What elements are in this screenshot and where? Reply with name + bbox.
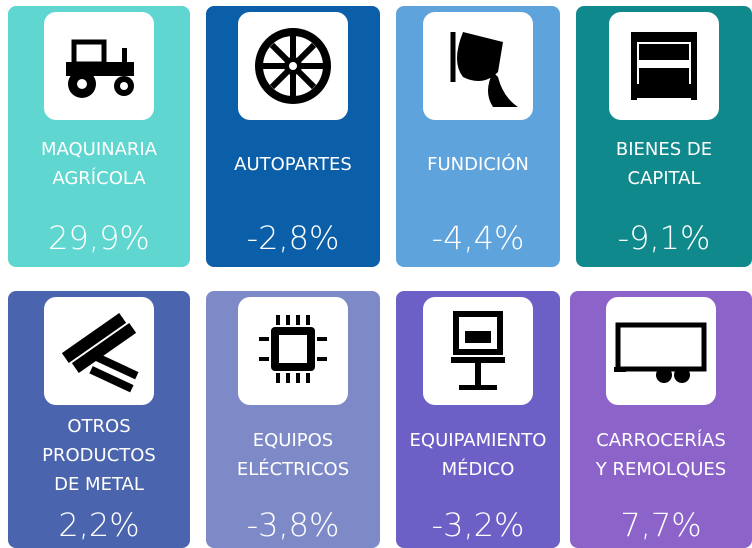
icon <box>238 297 348 405</box>
icon <box>44 297 154 405</box>
tile-value: -9,1% <box>617 219 711 257</box>
tile: FUNDICIÓN -4,4% <box>396 6 560 267</box>
tile: AUTOPARTES -2,8% <box>206 6 380 267</box>
tile-value: -2,8% <box>246 219 340 257</box>
tile: EQUIPOS ELÉCTRICOS -3,8% <box>206 291 380 548</box>
label-line: DE METAL <box>54 473 144 495</box>
label-line: PRODUCTOS <box>42 444 156 466</box>
label-line: MÉDICO <box>441 459 515 480</box>
tile-value: 29,9% <box>48 219 150 257</box>
icon-graphic <box>614 322 707 383</box>
icon-graphic <box>631 32 697 100</box>
tile: OTROS PRODUCTOS DE METAL 2,2% <box>8 291 190 548</box>
tile: MAQUINARIA AGRÍCOLA 29,9% <box>8 6 190 267</box>
label-line: OTROS <box>67 415 131 437</box>
icon <box>609 12 719 120</box>
tile-value: -3,2% <box>431 506 525 544</box>
tile-label: AUTOPARTES <box>206 128 380 200</box>
icon <box>44 12 154 120</box>
icon-graphic <box>61 313 139 393</box>
tile-label: BIENES DE CAPITAL <box>576 128 752 200</box>
tile-label: OTROS PRODUCTOS DE METAL <box>8 405 190 505</box>
label-line: AUTOPARTES <box>234 153 352 175</box>
label-line: FUNDICIÓN <box>427 153 529 175</box>
tile-label: MAQUINARIA AGRÍCOLA <box>8 128 190 200</box>
tile-label: FUNDICIÓN <box>396 128 560 200</box>
tile-label: EQUIPAMIENTO MÉDICO <box>396 405 560 505</box>
tile-value: -3,8% <box>246 506 340 544</box>
label-line: EQUIPOS <box>252 430 334 451</box>
icon <box>606 297 716 405</box>
label-line: ELÉCTRICOS <box>236 459 350 480</box>
tile: CARROCERÍAS Y REMOLQUES 7,7% <box>570 291 752 548</box>
icon-graphic <box>450 32 518 107</box>
icon-graphic <box>451 311 505 390</box>
label-line: BIENES DE <box>615 139 713 160</box>
tile: EQUIPAMIENTO MÉDICO -3,2% <box>396 291 560 548</box>
tile-value: -4,4% <box>431 219 525 257</box>
label-line: CARROCERÍAS <box>596 430 726 451</box>
icon <box>238 12 348 120</box>
label-line: Y REMOLQUES <box>595 459 727 480</box>
icon <box>423 297 533 405</box>
label-line: EQUIPAMIENTO <box>409 430 547 451</box>
tile-label: CARROCERÍAS Y REMOLQUES <box>570 405 752 505</box>
tile: BIENES DE CAPITAL -9,1% <box>576 6 752 267</box>
tile-value: 2,2% <box>58 506 140 544</box>
tile-value: 7,7% <box>620 506 702 544</box>
label-line: MAQUINARIA <box>40 139 158 160</box>
icon-graphic <box>66 39 134 98</box>
label-line: AGRÍCOLA <box>52 168 146 189</box>
icon <box>423 12 533 120</box>
label-line: CAPITAL <box>627 168 701 189</box>
icon-graphic <box>259 315 327 383</box>
tile-label: EQUIPOS ELÉCTRICOS <box>206 405 380 505</box>
icon-graphic <box>255 28 331 104</box>
